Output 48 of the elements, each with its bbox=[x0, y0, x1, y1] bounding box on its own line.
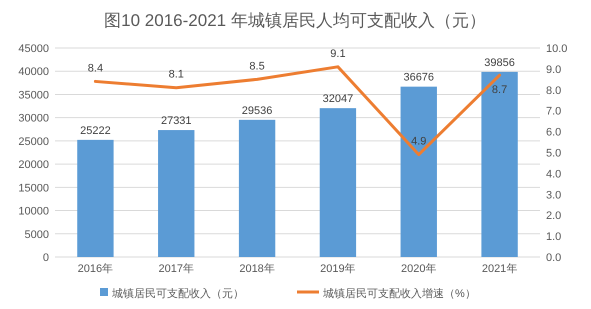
y-tick-label: 15000 bbox=[18, 182, 49, 194]
data-label: 27331 bbox=[160, 115, 192, 128]
x-tick-label: 2018年 bbox=[239, 263, 275, 275]
legend-label: 城镇居民可支配收入增速（%） bbox=[322, 287, 476, 300]
x-tick-label: 2017年 bbox=[158, 263, 194, 275]
data-label: 8.1 bbox=[168, 68, 184, 81]
y2-tick-label: 1.0 bbox=[546, 231, 562, 244]
y-tick-label: 45000 bbox=[18, 43, 49, 55]
y-tick-label: 25000 bbox=[18, 136, 49, 148]
bar bbox=[158, 130, 194, 257]
x-tick-label: 2020年 bbox=[401, 263, 436, 275]
y2-tick-label: 6.0 bbox=[546, 126, 562, 139]
y2-tick-label: 9.0 bbox=[546, 64, 562, 76]
y-tick-label: 0 bbox=[42, 252, 49, 264]
data-label: 8.7 bbox=[492, 84, 508, 96]
data-label: 25222 bbox=[80, 124, 111, 137]
y2-tick-label: 3.0 bbox=[546, 189, 562, 202]
x-tick-label: 2016年 bbox=[78, 263, 114, 275]
data-label: 4.9 bbox=[411, 136, 426, 148]
y2-tick-label: 8.0 bbox=[546, 84, 562, 97]
data-label: 8.4 bbox=[88, 62, 104, 74]
y-tick-label: 40000 bbox=[18, 66, 49, 78]
bar bbox=[238, 120, 276, 257]
y-tick-label: 5000 bbox=[24, 228, 49, 241]
y-tick-label: 10000 bbox=[18, 206, 49, 218]
bar bbox=[400, 86, 437, 257]
data-label: 32047 bbox=[322, 93, 354, 106]
y2-tick-label: 7.0 bbox=[546, 106, 562, 118]
x-tick-label: 2021年 bbox=[482, 263, 518, 275]
data-label: 9.1 bbox=[330, 48, 346, 60]
y2-tick-label: 0.0 bbox=[546, 252, 562, 264]
chart-title: 图10 2016-2021 年城镇居民人均可支配收入（元） bbox=[104, 11, 486, 30]
bar bbox=[481, 72, 518, 257]
x-tick-label: 2019年 bbox=[320, 263, 356, 275]
data-label: 36676 bbox=[403, 72, 434, 84]
y2-tick-label: 5.0 bbox=[546, 148, 562, 160]
y-tick-label: 20000 bbox=[18, 159, 49, 172]
bar bbox=[77, 140, 114, 257]
data-label: 8.5 bbox=[249, 60, 265, 72]
legend-label: 城镇居民可支配收入（元） bbox=[111, 287, 244, 300]
bar bbox=[320, 108, 356, 257]
y-tick-label: 35000 bbox=[18, 89, 49, 102]
y2-tick-label: 4.0 bbox=[546, 168, 562, 180]
data-label: 39856 bbox=[484, 56, 515, 69]
y2-tick-label: 2.0 bbox=[546, 210, 562, 222]
y2-tick-label: 10.0 bbox=[546, 43, 568, 55]
y-tick-label: 30000 bbox=[18, 112, 49, 125]
data-label: 29536 bbox=[242, 104, 272, 117]
